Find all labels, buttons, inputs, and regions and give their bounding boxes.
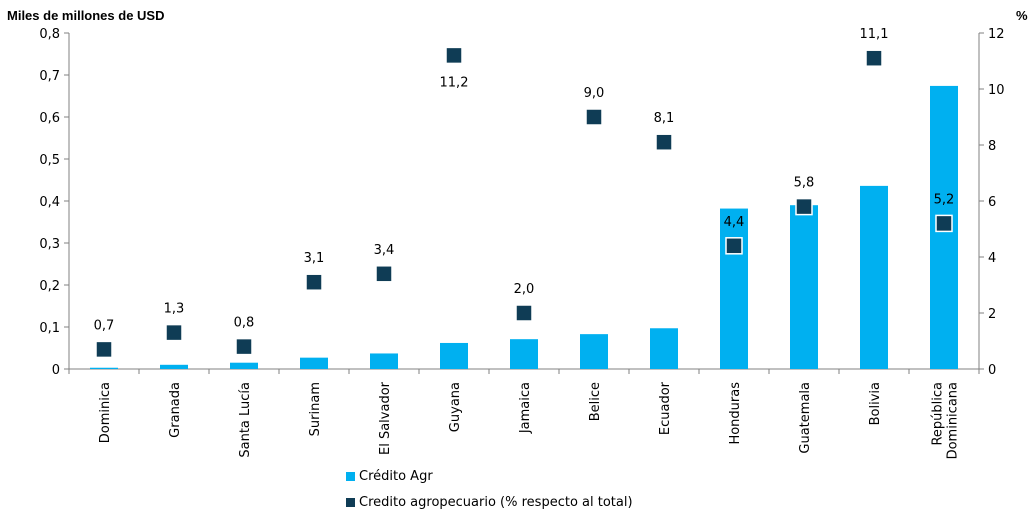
data-marker (935, 214, 953, 233)
x-category-text: Belice (588, 382, 603, 421)
axes: 0 0,1 0,2 0,3 0,4 0,5 0,6 0,7 0,8 0 2 4 6 8 10 12 (39, 27, 1004, 378)
y-left-tick-label: 0,8 (39, 27, 60, 42)
x-category-text: Granada (168, 382, 183, 438)
x-category-label: Honduras (728, 382, 743, 445)
x-category-text: El Salvador (378, 381, 393, 455)
bar (510, 339, 538, 369)
data-label: 5,2 (934, 192, 955, 207)
data-marker (515, 304, 533, 322)
data-label: 0,8 (234, 316, 255, 331)
data-marker (95, 340, 113, 359)
x-category-text: Santa Lucía (238, 382, 253, 458)
data-label: 8,1 (654, 111, 675, 126)
x-category-text: Ecuador (658, 381, 673, 435)
x-category-text: Dominicana (946, 382, 961, 459)
data-label: 11,2 (440, 75, 469, 90)
data-marker (235, 337, 253, 356)
data-label: 2,0 (514, 282, 535, 297)
y-right-tick-label: 4 (988, 251, 996, 266)
bar (300, 357, 328, 369)
x-category-label: Jamaica (518, 382, 533, 434)
data-marker (305, 273, 323, 291)
data-marker (795, 197, 813, 216)
x-category-label: República Dominicana (931, 382, 961, 459)
bar (580, 334, 608, 369)
y-left-tick-label: 0,5 (39, 153, 60, 168)
y-left-tick-label: 0,4 (39, 195, 60, 210)
x-category-label: Ecuador (658, 381, 673, 435)
data-marker (165, 323, 183, 342)
x-axis-labels: Dominica Granada Santa Lucía Surinam El Salv… (98, 381, 961, 459)
y-right-axis-title: % (1016, 8, 1028, 23)
x-category-text: Surinam (308, 382, 323, 436)
data-marker (585, 108, 603, 126)
data-label: 3,1 (304, 251, 325, 266)
y-left-tick-label: 0,7 (39, 69, 60, 84)
x-category-text: Jamaica (518, 382, 533, 434)
legend-marker-swatch (346, 497, 355, 507)
bar (720, 208, 748, 369)
x-category-label: Santa Lucía (238, 382, 253, 458)
y-left-tick-label: 0,1 (39, 321, 60, 336)
bar (650, 328, 678, 369)
x-category-label: Dominica (98, 382, 113, 443)
data-marker (865, 49, 883, 67)
y-left-axis-title: Miles de millones de USD (7, 8, 165, 23)
legend-item-markers: Credito agropecuario (% respecto al tota… (346, 489, 633, 515)
y-left-tick-label: 0,6 (39, 111, 60, 126)
legend-label-markers: Credito agropecuario (% respecto al tota… (359, 494, 633, 510)
data-label: 5,8 (794, 176, 815, 191)
chart: Miles de millones de USD % 0 0,1 0,2 0,3 0,4… (7, 8, 1028, 459)
y-right-tick-label: 0 (988, 363, 996, 378)
y-right-tick-label: 2 (988, 307, 996, 322)
data-marker (375, 265, 393, 283)
bar (440, 342, 468, 369)
y-right-tick-label: 8 (988, 139, 996, 154)
data-label: 4,4 (724, 215, 745, 230)
bar (790, 205, 818, 369)
legend-bar-swatch (346, 471, 355, 481)
data-label: 11,1 (860, 27, 889, 42)
x-category-label: Guyana (448, 382, 463, 432)
y-right-tick-label: 6 (988, 195, 996, 210)
x-category-text: Guatemala (798, 382, 813, 454)
data-label: 9,0 (584, 86, 605, 101)
y-left-tick-label: 0,2 (39, 279, 60, 294)
y-right-tick-label: 12 (988, 27, 1005, 42)
data-label: 0,7 (94, 318, 115, 333)
bar (160, 364, 188, 369)
x-category-label: Guatemala (798, 382, 813, 454)
x-category-label: Surinam (308, 382, 323, 436)
legend: Crédito Agr Credito agropecuario (% resp… (346, 463, 633, 515)
data-marker (445, 46, 463, 65)
data-marker (725, 237, 743, 255)
y-right-tick-label: 10 (988, 83, 1005, 98)
x-category-label: El Salvador (378, 381, 393, 455)
x-category-label: Granada (168, 382, 183, 438)
data-label: 1,3 (164, 302, 185, 317)
bar (860, 185, 888, 369)
x-category-text: Bolivia (868, 382, 883, 425)
x-category-text: Dominica (98, 382, 113, 443)
y-left-tick-label: 0,3 (39, 237, 60, 252)
bar-series (90, 85, 958, 370)
marker-series: 0,7 1,3 0,8 3,1 3,4 11,2 2,0 9,0 8,1 4,4 5,8 11,1 5,… (94, 27, 955, 359)
x-category-label: Belice (588, 382, 603, 421)
data-label: 3,4 (374, 243, 395, 258)
x-category-text: República (931, 382, 946, 446)
bar (230, 362, 258, 369)
legend-label-bars: Crédito Agr (359, 468, 433, 484)
x-category-label: Bolivia (868, 382, 883, 425)
bar (90, 367, 118, 369)
data-marker (655, 133, 673, 151)
x-category-text: Guyana (448, 382, 463, 432)
y-left-tick-label: 0 (52, 363, 60, 378)
x-category-text: Honduras (728, 382, 743, 445)
legend-item-bars: Crédito Agr (346, 463, 633, 489)
bar (370, 353, 398, 369)
